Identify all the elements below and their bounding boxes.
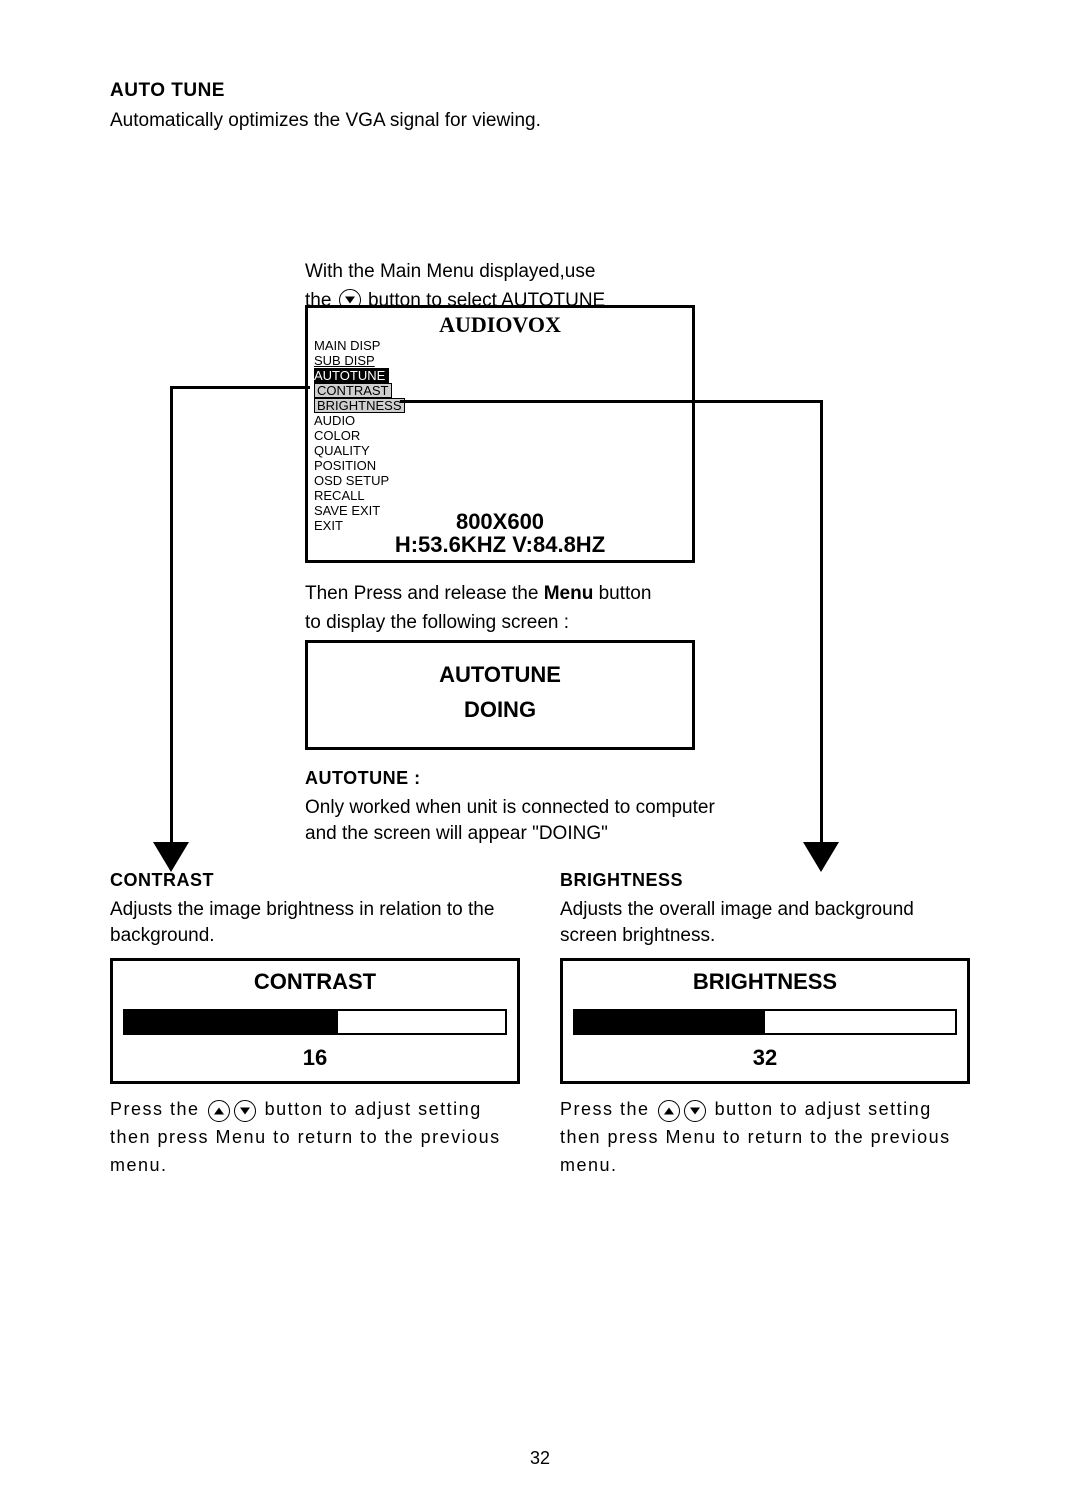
- autotune-section: AUTO TUNE Automatically optimizes the VG…: [110, 80, 970, 134]
- osd-menu-item: OSD SETUP: [314, 473, 405, 488]
- osd-brand: AUDIOVOX: [308, 308, 692, 338]
- brightness-column: BRIGHTNESS Adjusts the overall image and…: [560, 870, 970, 1180]
- arrowhead-left: [153, 842, 189, 872]
- osd-doing-line1: AUTOTUNE: [308, 657, 692, 692]
- brightness-desc: Adjusts the overall image and background…: [560, 897, 970, 948]
- contrast-press-instr: Press the button to adjust setting then …: [110, 1096, 520, 1180]
- contrast-column: CONTRAST Adjusts the image brightness in…: [110, 870, 520, 1180]
- osd-menu-item: COLOR: [314, 428, 405, 443]
- connector-right-h: [400, 400, 820, 403]
- osd-menu-item: RECALL: [314, 488, 405, 503]
- bottom-columns: CONTRAST Adjusts the image brightness in…: [110, 870, 970, 1180]
- brightness-bar: [573, 1009, 957, 1035]
- connector-left-h: [170, 386, 310, 389]
- osd-res-line2: H:53.6KHZ V:84.8HZ: [308, 533, 692, 556]
- brightness-box-title: BRIGHTNESS: [573, 969, 957, 995]
- brightness-press-a: Press the: [560, 1099, 650, 1119]
- osd-menu-item: AUTOTUNE: [314, 368, 389, 383]
- contrast-desc: Adjusts the image brightness in relation…: [110, 897, 520, 948]
- thenpress-line1a: Then Press and release the: [305, 583, 544, 604]
- contrast-value: 16: [123, 1045, 507, 1071]
- up-arrow-icon: [208, 1100, 230, 1122]
- contrast-bar: [123, 1009, 507, 1035]
- thenpress-line1: Then Press and release the Menu button: [305, 580, 755, 609]
- up-arrow-icon: [658, 1100, 680, 1122]
- osd-menu-item: QUALITY: [314, 443, 405, 458]
- down-arrow-icon: [234, 1100, 256, 1122]
- contrast-press-a: Press the: [110, 1099, 200, 1119]
- thenpress-line2: to display the following screen :: [305, 609, 755, 638]
- osd-menu-item: MAIN DISP: [314, 338, 405, 353]
- down-arrow-icon: [684, 1100, 706, 1122]
- contrast-bar-fill: [125, 1011, 338, 1033]
- contrast-title: CONTRAST: [110, 870, 520, 891]
- osd-menu-item: BRIGHTNESS: [314, 398, 405, 413]
- osd-menu-item: AUDIO: [314, 413, 405, 428]
- osd-main-menu: AUDIOVOX MAIN DISPSUB DISPAUTOTUNECONTRA…: [305, 305, 695, 563]
- autotune-title: AUTO TUNE: [110, 80, 970, 102]
- autotune-desc: Automatically optimizes the VGA signal f…: [110, 108, 970, 134]
- arrowhead-right: [803, 842, 839, 872]
- thenpress-instruction: Then Press and release the Menu button t…: [305, 580, 755, 637]
- osd-menu-list: MAIN DISPSUB DISPAUTOTUNECONTRASTBRIGHTN…: [314, 338, 405, 533]
- contrast-adjust-box: CONTRAST 16: [110, 958, 520, 1084]
- thenpress-menu-bold: Menu: [544, 583, 594, 604]
- osd-menu-item: SUB DISP: [314, 353, 405, 368]
- autotune-note-line1: Only worked when unit is connected to co…: [305, 795, 785, 821]
- connector-right-v: [820, 400, 823, 844]
- mainmenu-instr-line1: With the Main Menu displayed,use: [305, 258, 725, 287]
- brightness-adjust-box: BRIGHTNESS 32: [560, 958, 970, 1084]
- page-number: 32: [0, 1448, 1080, 1469]
- brightness-value: 32: [573, 1045, 957, 1071]
- thenpress-line1c: button: [593, 583, 651, 604]
- autotune-note-line2: and the screen will appear "DOING": [305, 821, 785, 847]
- osd-menu-item: CONTRAST: [314, 383, 392, 398]
- connector-left-v: [170, 386, 173, 844]
- osd-doing-box: AUTOTUNE DOING: [305, 640, 695, 750]
- brightness-bar-fill: [575, 1011, 765, 1033]
- contrast-box-title: CONTRAST: [123, 969, 507, 995]
- osd-res-line1: 800X600: [308, 510, 692, 533]
- autotune-note: AUTOTUNE : Only worked when unit is conn…: [305, 768, 785, 846]
- brightness-title: BRIGHTNESS: [560, 870, 970, 891]
- osd-menu-item: POSITION: [314, 458, 405, 473]
- autotune-note-title: AUTOTUNE :: [305, 768, 785, 789]
- osd-resolution: 800X600 H:53.6KHZ V:84.8HZ: [308, 510, 692, 556]
- brightness-press-instr: Press the button to adjust setting then …: [560, 1096, 970, 1180]
- osd-doing-line2: DOING: [308, 692, 692, 727]
